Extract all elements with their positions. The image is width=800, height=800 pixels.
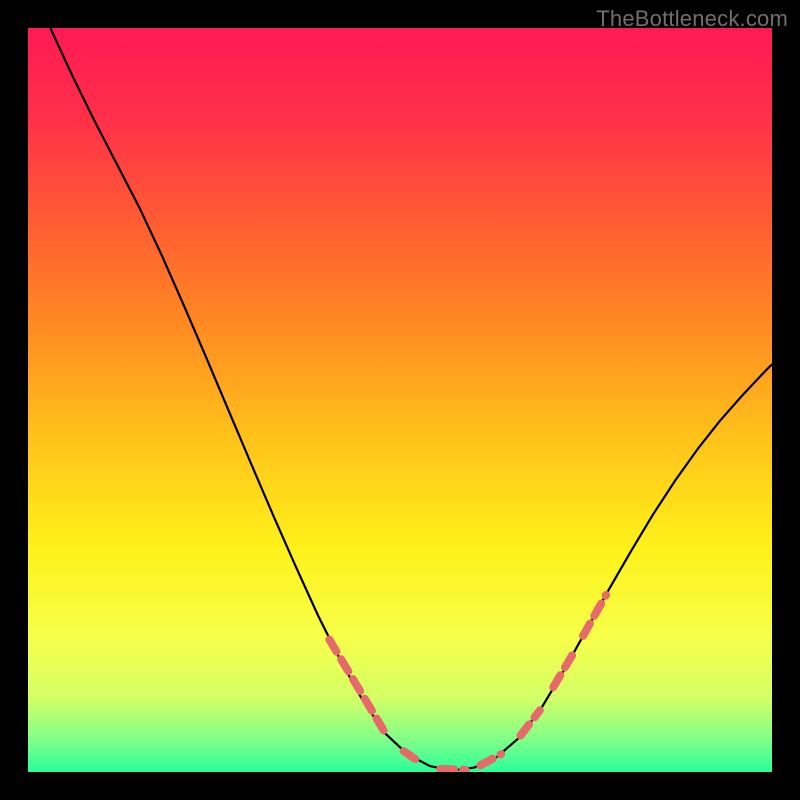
chart-svg xyxy=(28,28,772,772)
bottleneck-chart: TheBottleneck.com xyxy=(0,0,800,800)
plot-area xyxy=(28,28,772,772)
highlight-dash-2 xyxy=(440,769,465,770)
watermark-text: TheBottleneck.com xyxy=(596,6,788,32)
gradient-background xyxy=(28,28,772,772)
